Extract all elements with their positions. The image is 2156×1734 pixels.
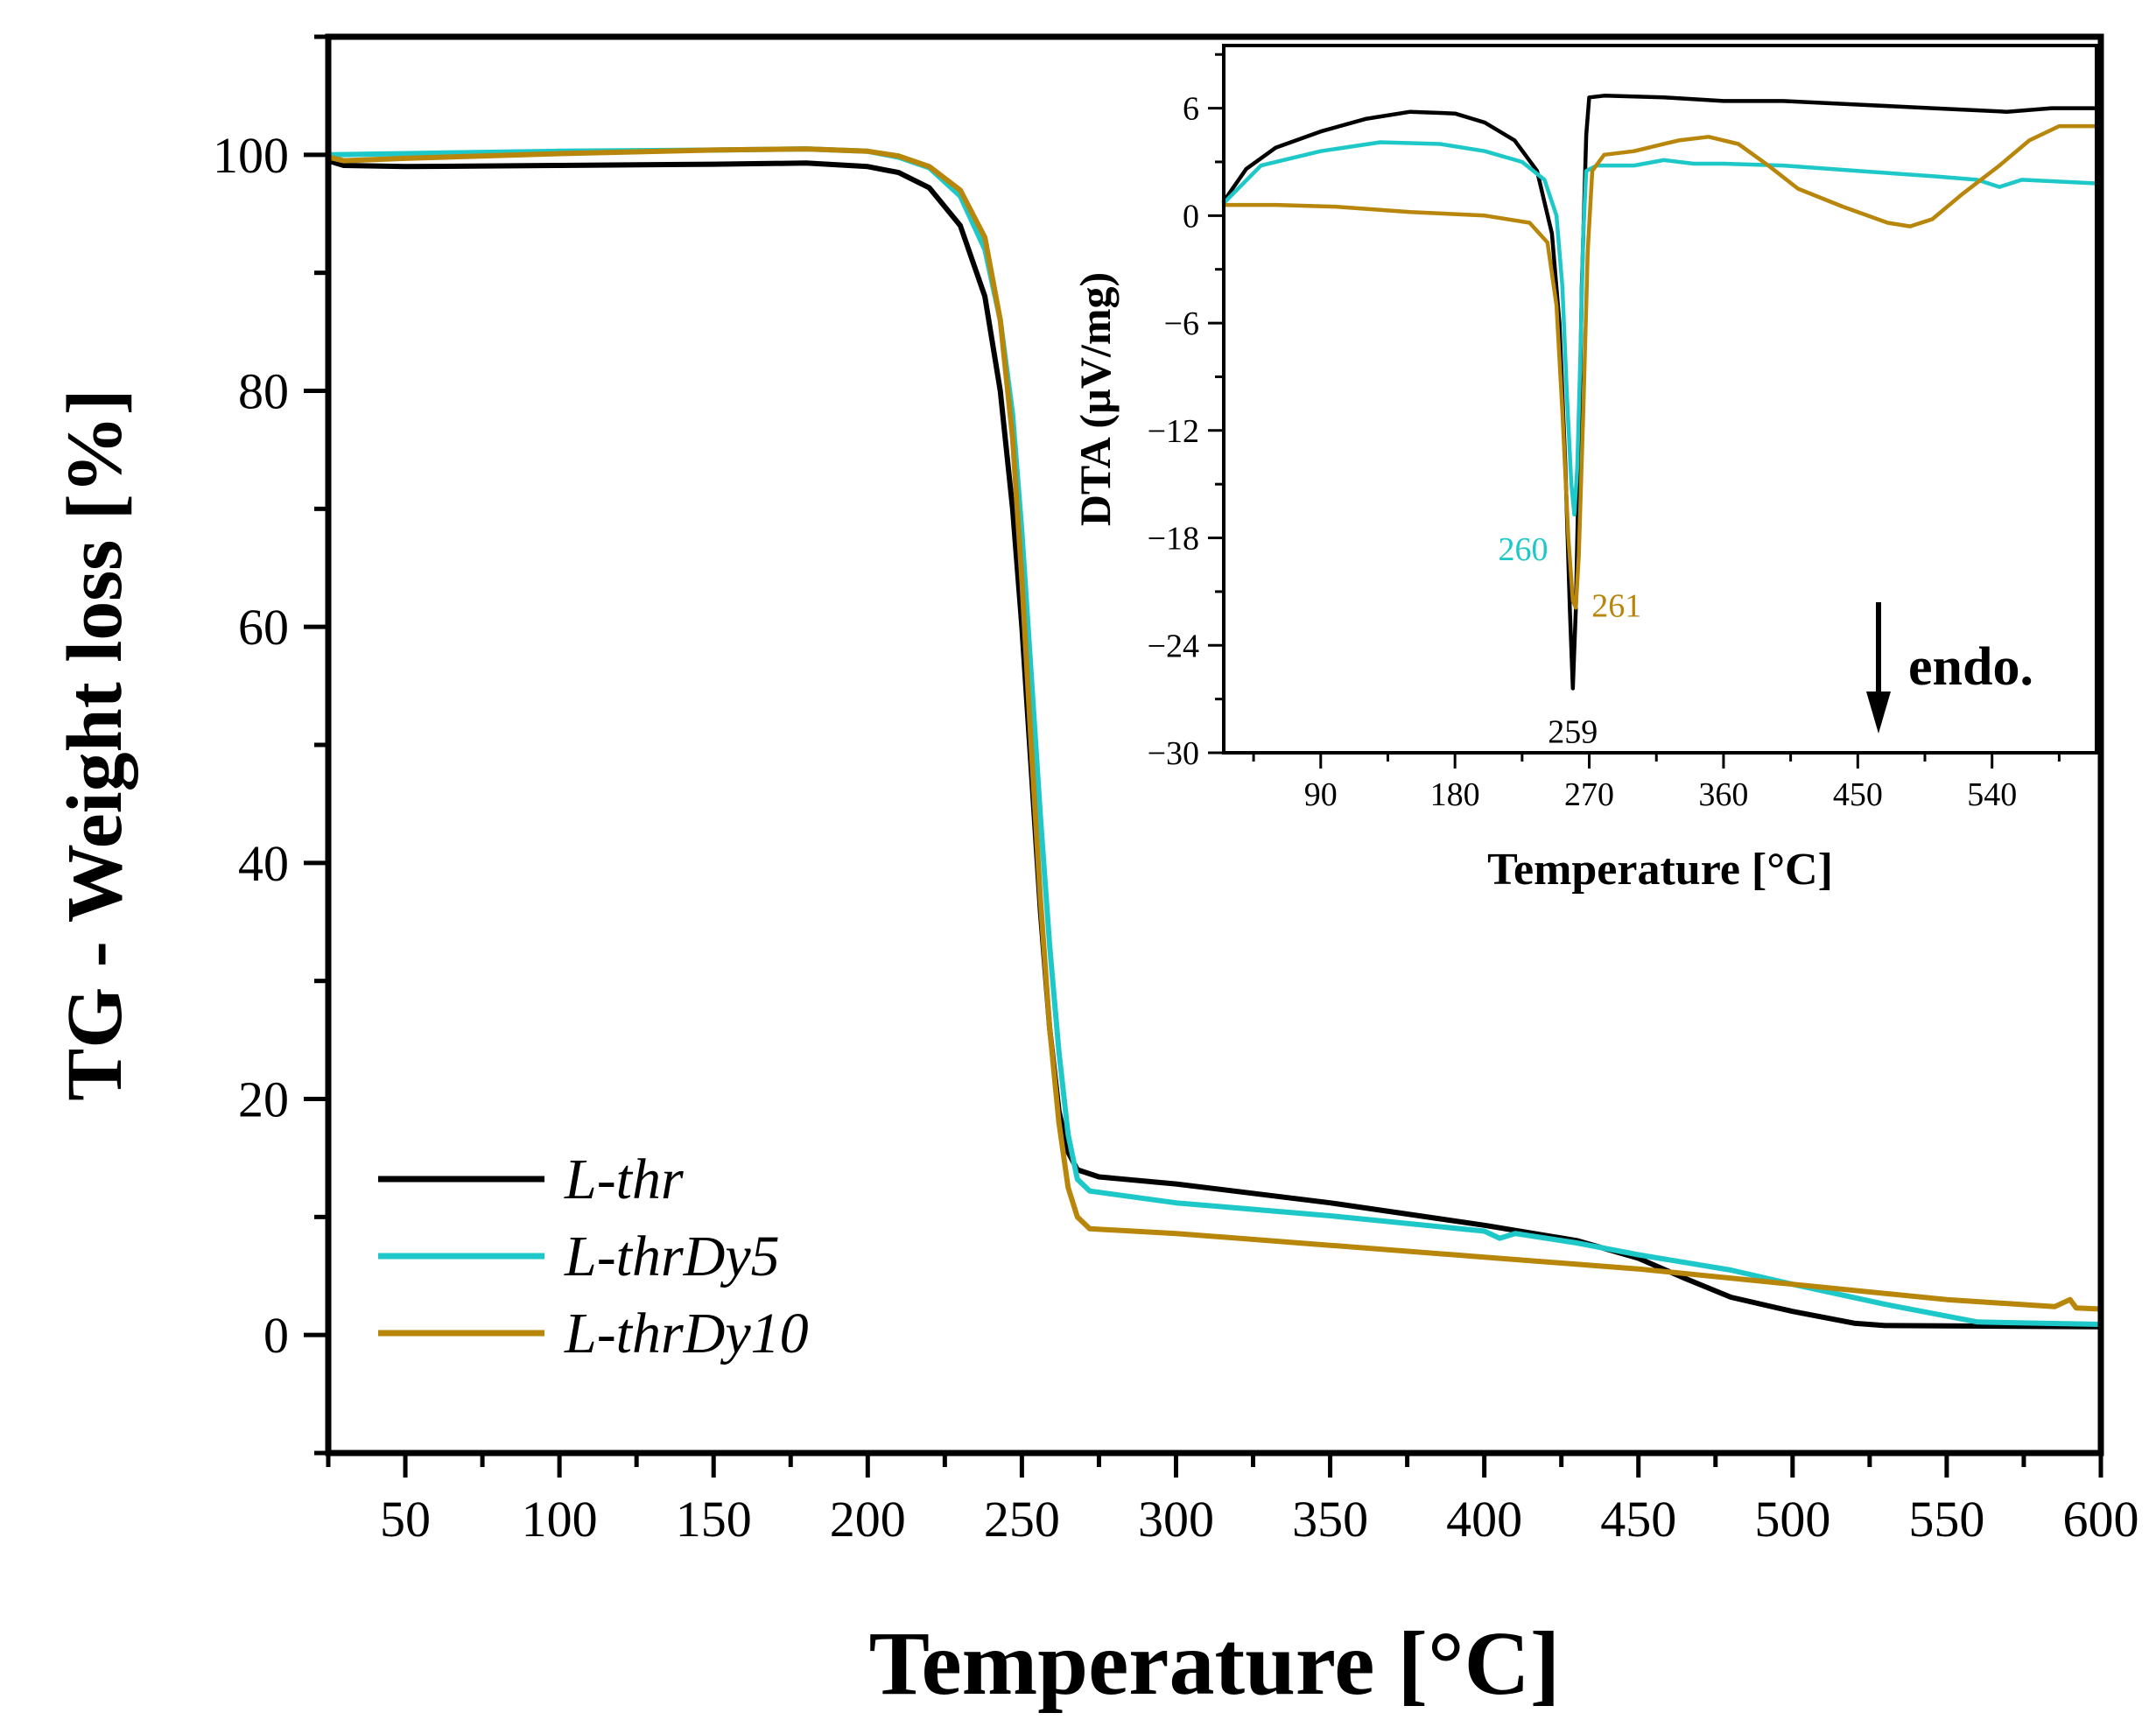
- y-tick-label: 0: [263, 1307, 289, 1364]
- x-tick-label: 350: [1292, 1491, 1368, 1548]
- inset-x-axis-label: Temperature [°C]: [1487, 845, 1833, 895]
- x-tick-label: 550: [1908, 1491, 1984, 1548]
- inset-background: [1224, 46, 2096, 753]
- inset-y-tick-label: −18: [1148, 521, 1199, 558]
- x-tick-label: 100: [522, 1491, 598, 1548]
- y-axis-label: TG - Weight loss [%]: [52, 389, 138, 1100]
- y-tick-label: 20: [238, 1071, 289, 1128]
- peak-label-259: 259: [1548, 713, 1598, 750]
- inset-y-tick-label: −6: [1164, 305, 1199, 342]
- x-tick-label: 450: [1600, 1491, 1676, 1548]
- inset-y-tick-label: −24: [1148, 628, 1199, 664]
- inset-y-axis-label: DTA (µV/mg): [1071, 272, 1120, 526]
- legend: L-thr L-thrDy5 L-thrDy10: [378, 1148, 809, 1365]
- x-tick-label: 200: [830, 1491, 906, 1548]
- inset-x-tick-label: 180: [1430, 776, 1480, 813]
- y-tick-label: 100: [213, 127, 289, 184]
- x-axis-label: Temperature [°C]: [869, 1613, 1561, 1714]
- peak-label-260: 260: [1499, 531, 1549, 568]
- y-tick-label: 80: [238, 363, 289, 420]
- x-tick-label: 500: [1754, 1491, 1830, 1548]
- legend-label-l-thrdy10: L-thrDy10: [564, 1302, 809, 1365]
- inset-x-tick-label: 270: [1564, 776, 1614, 813]
- x-tick-label: 300: [1138, 1491, 1214, 1548]
- x-tick-label: 400: [1446, 1491, 1522, 1548]
- inset-plot-frame: [1222, 44, 2098, 755]
- y-tick-label: 40: [238, 835, 289, 892]
- tg-series-line-l-thrdy10: [326, 146, 2103, 1312]
- x-tick-label: 150: [676, 1491, 752, 1548]
- inset-y-tick-label: 6: [1183, 91, 1199, 128]
- dta-series-line-l-thrdy10: [1221, 123, 2099, 610]
- dta-series-line-l-thrdy5: [1221, 140, 2099, 517]
- endo-arrow-icon: [1866, 691, 1891, 734]
- inset-x-tick-label: 450: [1833, 776, 1883, 813]
- endo-label: endo.: [1908, 637, 2033, 697]
- main-plot-frame: [325, 33, 2104, 1457]
- inset-plot-area: 90 180 270 360 450 540 6 0 −6 −12 −18 −24 −30 260 261 2…: [1071, 44, 2099, 895]
- inset-y-tick-label: −12: [1148, 413, 1199, 450]
- inset-x-tick-label: 360: [1698, 776, 1748, 813]
- main-plot-area: 50 100 150 200 250 300 350 400 450 500 550 60002040…: [52, 33, 2139, 1714]
- inset-y-tick-label: −30: [1148, 735, 1199, 772]
- legend-label-l-thrdy5: L-thrDy5: [564, 1225, 780, 1288]
- x-tick-label: 250: [984, 1491, 1060, 1548]
- legend-label-l-thr: L-thr: [564, 1148, 684, 1211]
- inset-y-tick-label: 0: [1183, 198, 1199, 235]
- x-tick-label: 50: [380, 1491, 431, 1548]
- dta-series-line-l-thr: [1221, 94, 2099, 691]
- peak-label-261: 261: [1591, 587, 1641, 624]
- inset-x-tick-label: 540: [1967, 776, 2017, 813]
- x-tick-label: 600: [2063, 1491, 2139, 1548]
- inset-x-tick-label: 90: [1304, 776, 1338, 813]
- y-tick-label: 60: [238, 599, 289, 656]
